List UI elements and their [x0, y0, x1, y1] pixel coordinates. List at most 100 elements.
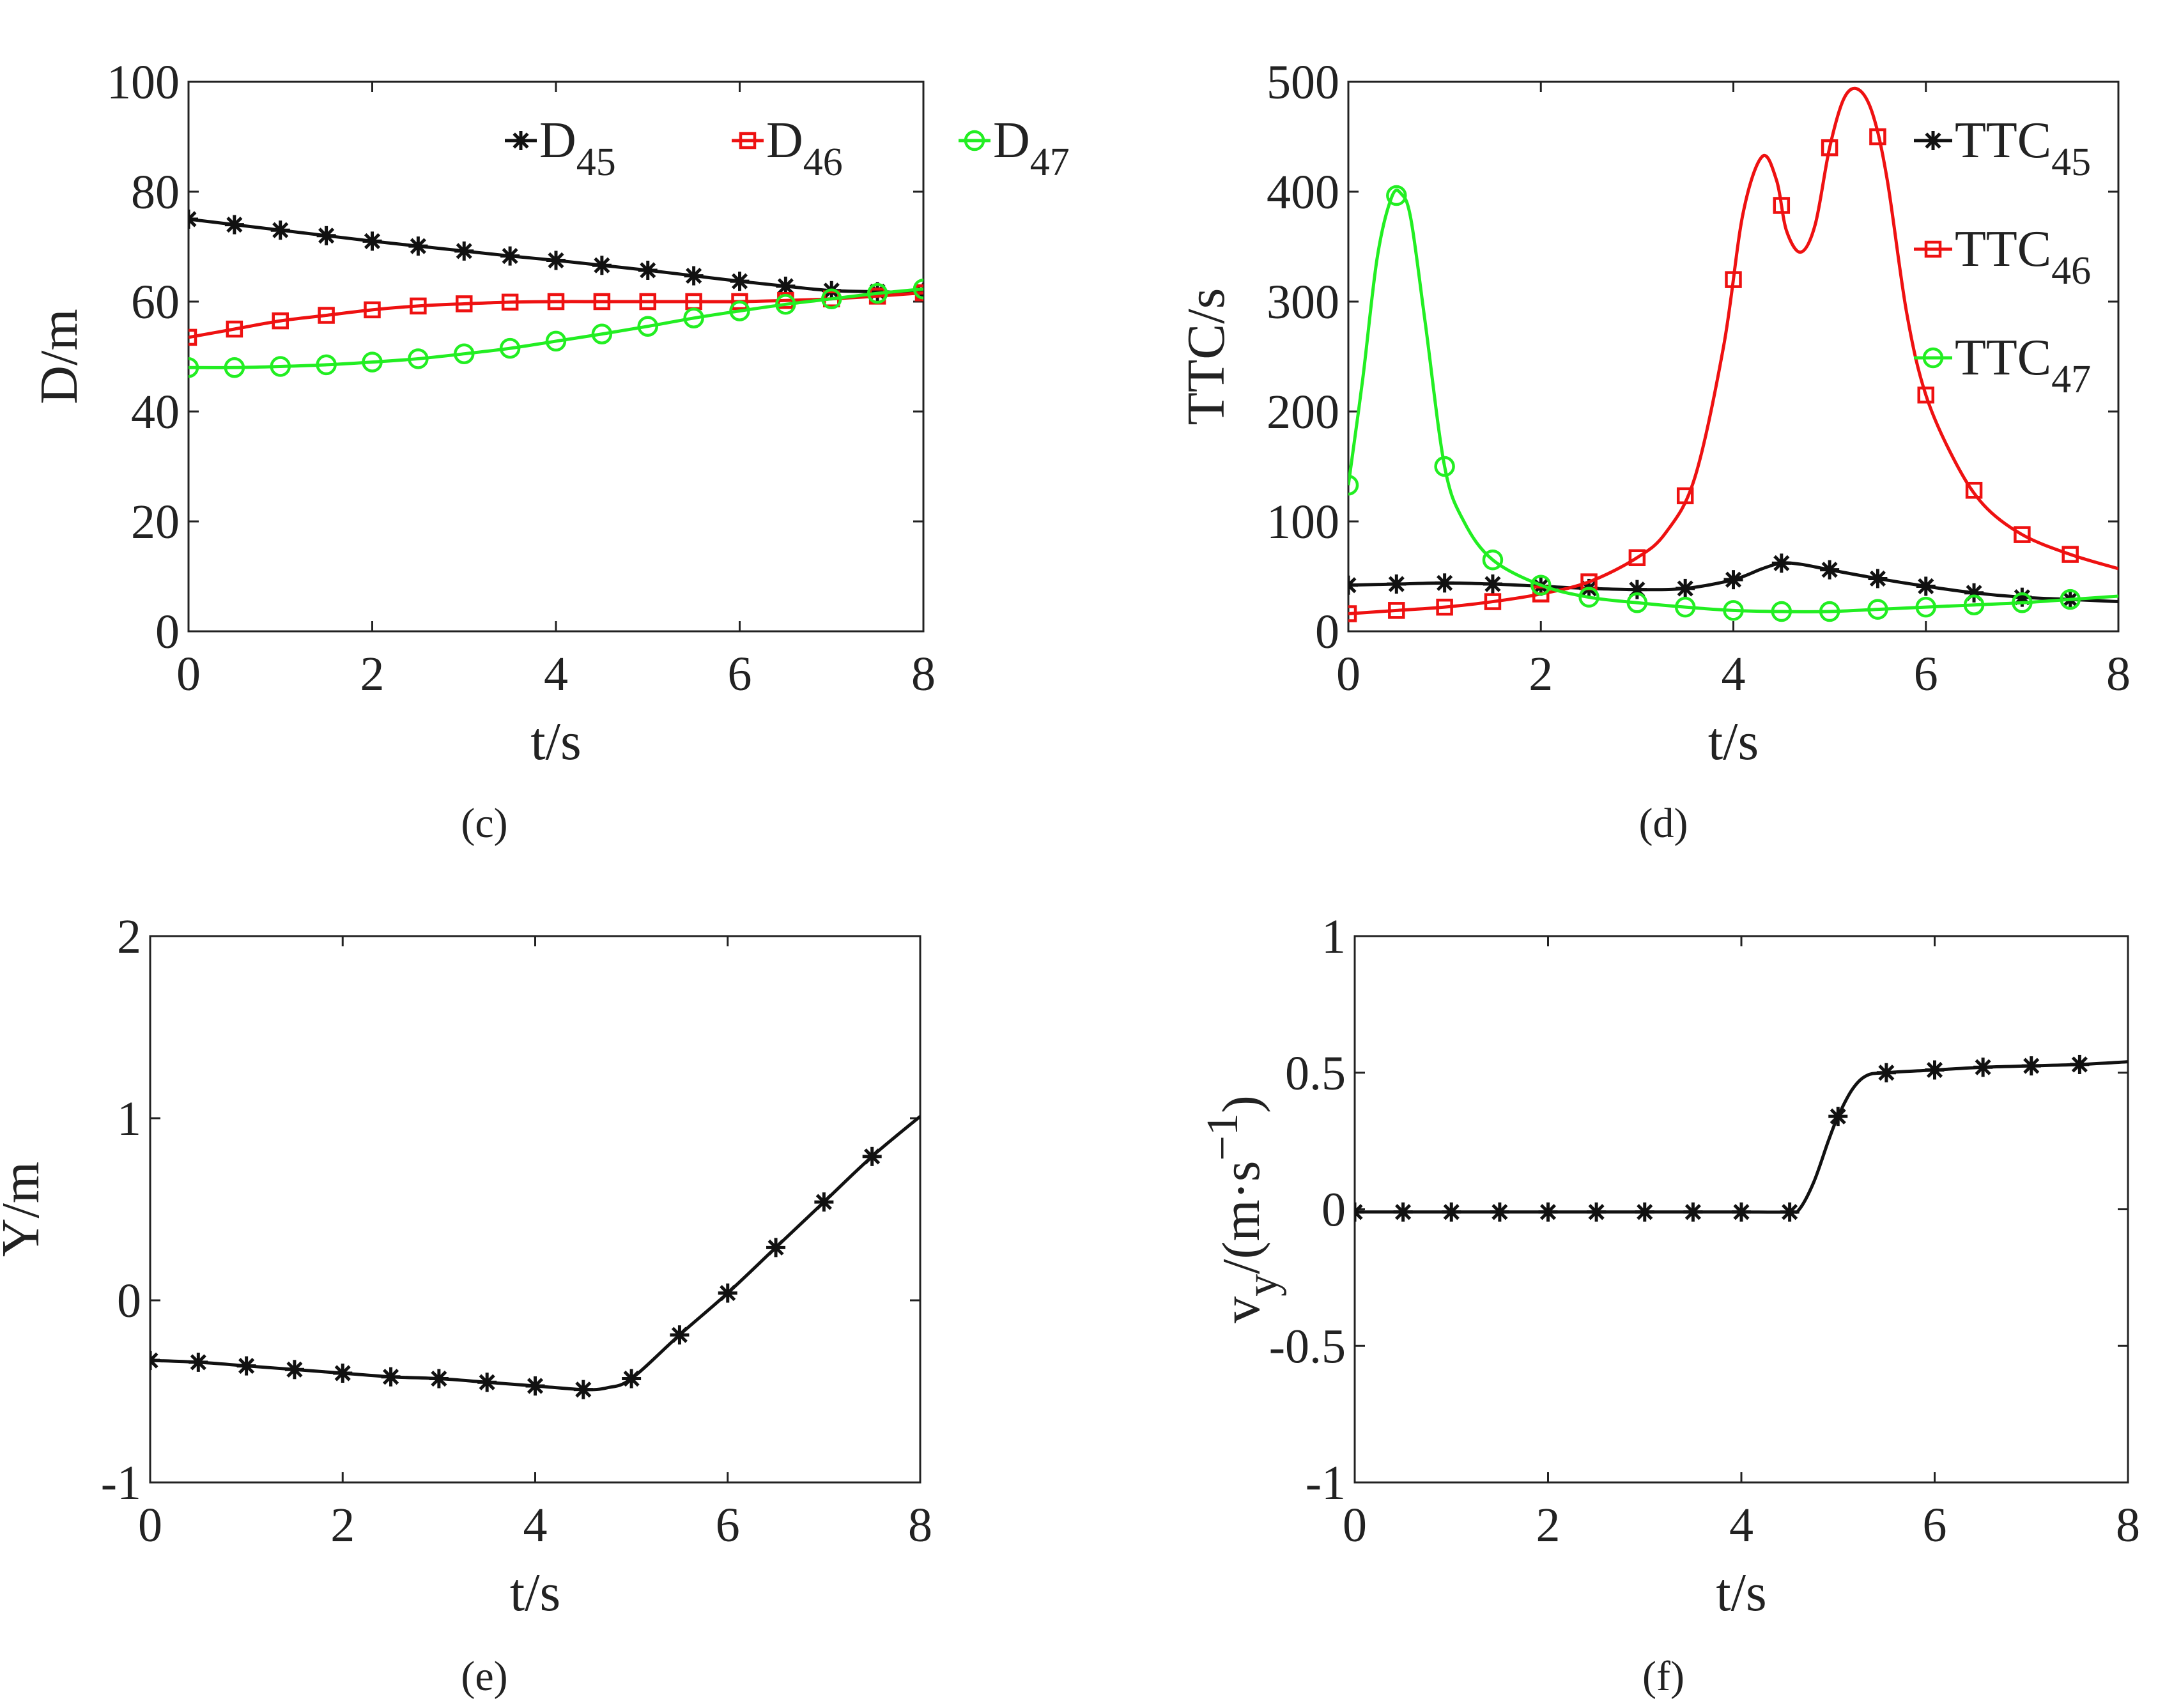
data-point [333, 1364, 353, 1383]
y-tick-label: 2 [117, 910, 141, 964]
legend-marker [739, 132, 757, 150]
data-point [637, 316, 658, 337]
data-point [1973, 1058, 1993, 1077]
panel-d: 0 2 4 6 80100200300400500t/sTTC/s(d)TTC45TTC… [1176, 56, 2131, 847]
legend-marker [964, 130, 985, 151]
legend: TTC45 TTC46 TTC47 [1914, 112, 2091, 401]
data-point [1482, 549, 1504, 571]
y-tick-label: 1 [117, 1092, 141, 1146]
y-tick-label: -0.5 [1269, 1319, 1346, 1373]
y-tick-label: 40 [131, 385, 180, 439]
data-point [731, 293, 748, 311]
data-point [1436, 598, 1453, 616]
data-point [913, 278, 923, 300]
data-point [1732, 1202, 1751, 1222]
x-tick-label: 4 [544, 647, 568, 701]
x-tick-label: 8 [908, 1498, 932, 1552]
data-point [545, 330, 567, 352]
data-point [500, 246, 520, 266]
data-point [1773, 197, 1791, 214]
data-point [670, 1325, 690, 1345]
x-tick-label: 0 [1343, 1498, 1367, 1552]
data-point [362, 231, 382, 251]
series-line [189, 291, 923, 339]
data-point [362, 351, 383, 373]
y-tick-label: 300 [1267, 275, 1339, 329]
data-point [2070, 1054, 2090, 1074]
data-point [1676, 578, 1695, 598]
data-point [226, 320, 243, 338]
legend: D45 D46 D47 [505, 112, 1070, 184]
data-point [1393, 1202, 1413, 1222]
series-D47 [189, 278, 923, 378]
data-point [592, 256, 612, 275]
y-tick-label: 0 [1315, 605, 1339, 659]
data-point [501, 293, 519, 311]
series-line [1355, 1060, 2128, 1214]
series-vy [1355, 1054, 2128, 1222]
data-point [2060, 589, 2081, 610]
x-tick-label: 2 [1536, 1498, 1561, 1552]
legend-item: D45 [505, 112, 616, 184]
data-point [622, 1369, 642, 1389]
data-point [1725, 271, 1742, 288]
y-axis-label: D/m [29, 309, 89, 404]
data-point [408, 236, 428, 256]
data-point [730, 272, 750, 291]
series-D46 [189, 284, 923, 346]
data-point [1388, 602, 1405, 619]
series-TTC47 [1348, 185, 2118, 622]
data-point [639, 293, 656, 311]
data-point [766, 1238, 786, 1258]
data-point [1868, 569, 1888, 589]
data-point [1683, 1202, 1703, 1222]
panel-caption: (f) [1642, 1653, 1684, 1700]
data-point [867, 282, 888, 304]
data-point [408, 348, 429, 369]
data-point [1676, 487, 1694, 505]
legend-label: D47 [993, 112, 1070, 184]
data-point [1965, 482, 1983, 499]
data-point [547, 293, 565, 311]
data-point [270, 220, 290, 240]
data-point [1532, 585, 1550, 603]
data-point [1538, 1202, 1558, 1222]
data-point [1578, 587, 1599, 608]
legend-marker [511, 131, 530, 150]
data-point [1876, 1063, 1896, 1082]
data-point [150, 1351, 160, 1371]
y-axis-label: TTC/s [1176, 288, 1236, 426]
x-tick-label: 6 [1923, 1498, 1947, 1552]
data-point [1442, 1202, 1461, 1222]
series-line [189, 287, 923, 369]
series-TTC45 [1348, 553, 2118, 610]
legend-item: TTC46 [1914, 221, 2091, 293]
panel-caption: (d) [1639, 800, 1688, 847]
data-point [729, 300, 750, 321]
panel-caption: (c) [461, 800, 507, 847]
x-tick-label: 0 [176, 647, 201, 701]
x-tick-label: 2 [1529, 647, 1553, 701]
data-point [1867, 599, 1888, 620]
data-point [525, 1376, 545, 1396]
data-point [1626, 592, 1648, 613]
x-tick-label: 8 [2106, 647, 2131, 701]
data-point [1587, 1202, 1607, 1222]
x-tick-label: 4 [1722, 647, 1746, 701]
data-point [821, 288, 842, 309]
data-point [1484, 593, 1502, 610]
x-tick-label: 8 [2116, 1498, 2140, 1552]
data-point [814, 1192, 834, 1212]
data-point [2014, 526, 2031, 543]
x-tick-label: 2 [330, 1498, 355, 1552]
legend-label: TTC45 [1955, 112, 2091, 184]
legend-label: TTC46 [1955, 221, 2091, 293]
data-point [1435, 573, 1454, 593]
data-point [718, 1283, 737, 1303]
x-axis-label: t/s [530, 712, 581, 771]
data-point [1635, 1202, 1654, 1222]
data-point [270, 356, 291, 377]
data-point [1925, 1060, 1945, 1080]
